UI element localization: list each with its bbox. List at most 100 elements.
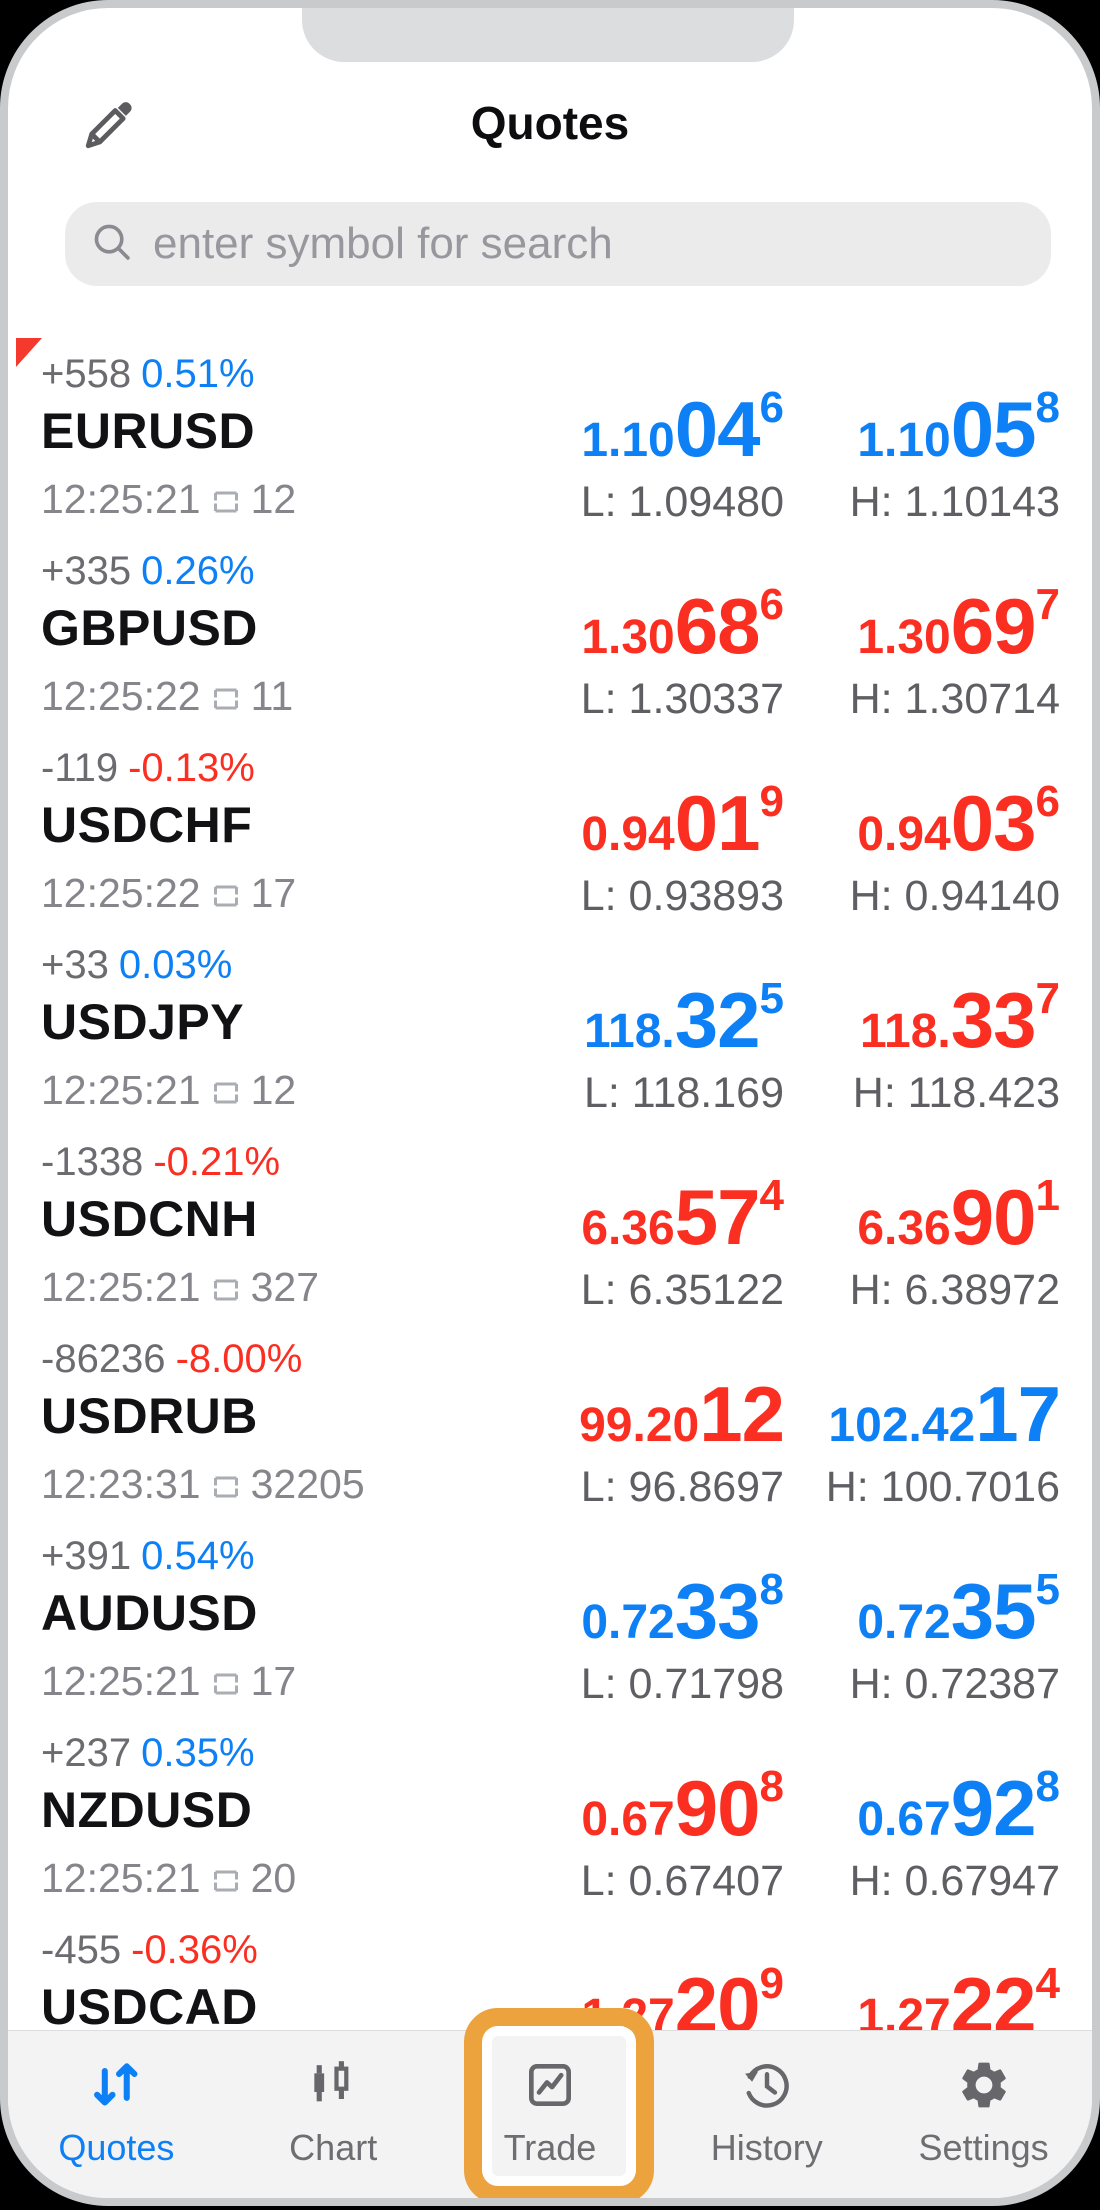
change-percent: -0.21% [153,1140,281,1184]
ask-prefix: 1.10 [857,414,951,467]
ask-price: 0.67928 [857,1762,1060,1848]
bid-pips: 04 [674,385,761,473]
bid-pips: 12 [699,1370,785,1458]
quotes-list: +558 0.51% EURUSD 12:25:21 12 1.10046 1.1… [8,330,1092,2030]
quote-row[interactable]: -119 -0.13% USDCHF 12:25:22 17 0.94019 0.… [8,724,1092,921]
trade-icon [522,2057,578,2113]
settings-icon [956,2057,1012,2113]
bid-price: 118.325 [584,977,784,1060]
bid-pips: 57 [674,1173,761,1261]
symbol-name: EURUSD [41,403,256,459]
ask-pipette: 1 [1035,1171,1060,1220]
history-icon [739,2057,795,2113]
spread-value: 17 [250,870,297,916]
quote-row[interactable]: +33 0.03% USDJPY 12:25:21 12 118.325 118.… [8,921,1092,1118]
quote-row[interactable]: -455 -0.36% USDCAD 1.27209 1.27224 [8,1906,1092,2030]
tab-settings[interactable]: Settings [875,2031,1092,2198]
symbol-name: USDCNH [41,1191,258,1247]
change-value: -86236 [41,1337,166,1381]
change-line: +558 0.51% [41,352,255,397]
spread-value: 32205 [250,1461,365,1507]
bid-pips: 01 [674,779,761,867]
page-title: Quotes [470,97,630,149]
high-value: H: 1.10143 [849,478,1060,526]
edit-symbols-button[interactable] [76,94,140,158]
spread-icon [211,1669,241,1699]
quote-time: 12:25:21 [41,1658,201,1704]
bid-pipette: 4 [759,1171,784,1220]
quote-time: 12:23:31 [41,1461,201,1507]
bid-prefix: 99.20 [579,1399,700,1452]
change-value: +335 [41,549,132,593]
change-line: -1338 -0.21% [41,1140,280,1185]
high-value: H: 0.94140 [849,872,1060,920]
tab-trade[interactable]: Trade [442,2031,659,2198]
ask-pipette: 6 [1035,777,1060,826]
bid-prefix: 1.10 [581,414,675,467]
ask-pips: 17 [975,1370,1061,1458]
pencil-icon [76,102,140,162]
bid-pipette: 8 [759,1565,784,1614]
change-percent: 0.26% [141,549,255,593]
high-value: H: 1.30714 [849,675,1060,723]
ask-pips: 05 [950,385,1037,473]
low-value: L: 0.93893 [580,872,784,920]
ask-price: 1.10058 [857,386,1060,469]
bid-pipette: 6 [759,383,784,432]
quote-row[interactable]: -1338 -0.21% USDCNH 12:25:21 327 6.36574 … [8,1118,1092,1315]
quote-row[interactable]: +237 0.35% NZDUSD 12:25:21 20 0.67908 0.6… [8,1709,1092,1906]
symbol-name: AUDUSD [41,1585,258,1641]
low-value: L: 0.67407 [580,1857,784,1905]
bid-pips: 32 [674,976,761,1064]
quote-time: 12:25:21 [41,1264,201,1310]
bid-prefix: 0.72 [581,1596,675,1649]
bid-prefix: 0.94 [581,808,675,861]
quote-row[interactable]: +335 0.26% GBPUSD 12:25:22 11 1.30686 1.3… [8,527,1092,724]
low-value: L: 6.35122 [580,1266,784,1314]
change-line: -455 -0.36% [41,1928,258,1973]
spread-value: 12 [250,476,297,522]
bid-price: 1.10046 [581,383,784,469]
change-percent: -8.00% [175,1337,303,1381]
change-percent: 0.03% [118,943,233,987]
change-line: +335 0.26% [41,549,255,594]
bid-price: 6.36574 [581,1171,784,1257]
selected-corner-marker [16,338,42,367]
ask-price: 118.337 [859,977,1060,1060]
quote-time: 12:25:22 [41,870,201,916]
bid-price: 0.67908 [581,1765,784,1848]
ask-pipette: 8 [1035,1762,1060,1811]
quote-row[interactable]: -86236 -8.00% USDRUB 12:23:31 32205 99.20… [8,1315,1092,1512]
ask-pipette: 7 [1035,580,1060,629]
bid-price: 0.94019 [581,777,784,863]
tab-chart[interactable]: Chart [225,2031,442,2198]
tab-history[interactable]: History [658,2031,875,2198]
high-value: H: 0.72387 [849,1660,1060,1708]
bid-price: 99.2012 [579,1371,785,1453]
time-spread-line: 12:25:21 20 [41,1855,296,1902]
search-bar[interactable] [65,202,1051,286]
bid-pipette: 9 [759,777,784,826]
change-percent: 0.35% [141,1731,255,1775]
bid-price: 0.72338 [581,1565,784,1651]
ask-prefix: 118. [859,1005,951,1058]
spread-value: 11 [250,673,294,719]
change-percent: 0.54% [141,1534,255,1578]
ask-prefix: 0.67 [857,1793,951,1846]
high-value: H: 0.67947 [849,1857,1060,1905]
symbol-name: USDCAD [41,1979,258,2030]
ask-prefix: 0.72 [857,1596,951,1649]
bid-prefix: 1.27 [581,1990,675,2031]
tab-quotes[interactable]: Quotes [8,2031,225,2198]
ask-pips: 92 [950,1764,1037,1852]
quote-row[interactable]: +391 0.54% AUDUSD 12:25:21 17 0.72338 0.7… [8,1512,1092,1709]
quote-row[interactable]: +558 0.51% EURUSD 12:25:21 12 1.10046 1.1… [8,330,1092,527]
low-value: L: 0.71798 [580,1660,784,1708]
quotes-icon [88,2057,144,2113]
bottom-tab-bar: Quotes Chart Trade History Settings [8,2030,1092,2198]
change-percent: -0.13% [128,746,255,790]
bid-pips: 90 [674,1764,761,1852]
symbol-name: USDCHF [41,797,253,853]
bid-price: 1.27209 [581,1962,784,2031]
search-input[interactable] [151,218,1027,270]
